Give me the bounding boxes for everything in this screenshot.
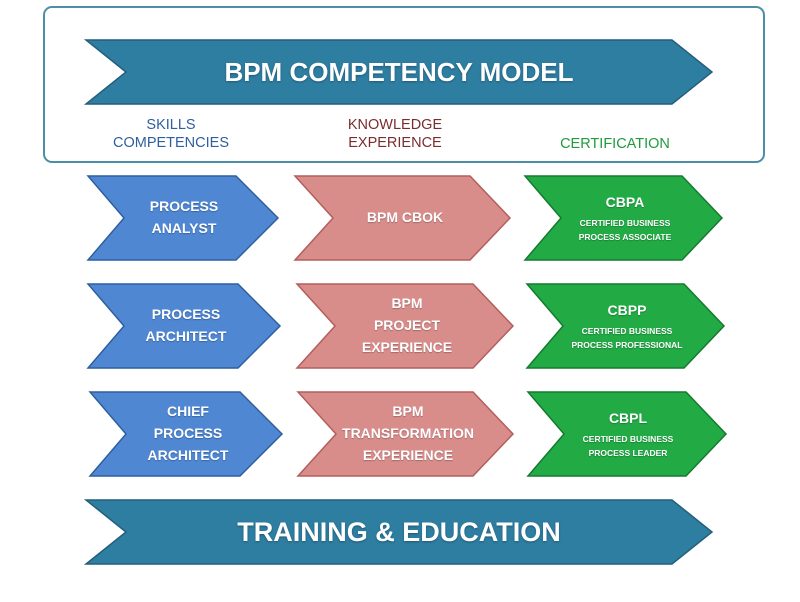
knowledge-chevron: [293, 175, 512, 261]
cert-description: CERTIFIED BUSINESS PROCESS ASSOCIATE: [578, 217, 672, 242]
cert-description: CERTIFIED BUSINESS PROCESS PROFESSIONAL: [571, 325, 683, 350]
knowledge-chevron: [295, 283, 515, 369]
column-label-certification: CERTIFICATION: [560, 136, 670, 152]
skill-chevron: [86, 175, 280, 261]
skill-role: PROCESS ANALYST: [149, 198, 219, 236]
cert-chevron: [523, 175, 724, 261]
skill-chevron: [86, 283, 282, 369]
cert-code: CBPA: [605, 194, 645, 211]
cert-label: CBPL CERTIFIED BUSINESS PROCESS LEADER: [558, 392, 698, 476]
skill-label: PROCESS ANALYST: [120, 176, 248, 260]
skill-chevron: [88, 391, 284, 477]
cert-chevron: [525, 283, 726, 369]
skill-role: PROCESS ARCHITECT: [145, 306, 227, 344]
cert-label: CBPA CERTIFIED BUSINESS PROCESS ASSOCIAT…: [555, 176, 695, 260]
footer-banner: [83, 499, 714, 565]
cert-code: CBPP: [607, 302, 647, 319]
column-label-skills: SKILLS COMPETENCIES: [112, 117, 229, 152]
knowledge-label: BPM PROJECT EXPERIENCE: [332, 284, 482, 368]
footer-title: TRAINING & EDUCATION: [237, 516, 561, 547]
cert-description: CERTIFIED BUSINESS PROCESS LEADER: [582, 433, 674, 458]
knowledge-label: BPM CBOK: [330, 176, 480, 260]
page-title: BPM COMPETENCY MODEL: [224, 56, 574, 87]
skill-label: CHIEF PROCESS ARCHITECT: [124, 392, 252, 476]
knowledge-label: BPM TRANSFORMATION EXPERIENCE: [328, 392, 488, 476]
cert-label: CBPP CERTIFIED BUSINESS PROCESS PROFESSI…: [557, 284, 697, 368]
cert-chevron: [526, 391, 728, 477]
knowledge-item: BPM PROJECT EXPERIENCE: [361, 295, 453, 355]
knowledge-chevron: [296, 391, 515, 477]
cert-code: CBPL: [608, 410, 648, 427]
column-label-knowledge: KNOWLEDGE EXPERIENCE: [347, 117, 443, 152]
knowledge-item: BPM CBOK: [366, 209, 444, 226]
knowledge-item: BPM TRANSFORMATION EXPERIENCE: [342, 403, 474, 463]
skill-label: PROCESS ARCHITECT: [122, 284, 250, 368]
skill-role: CHIEF PROCESS ARCHITECT: [147, 403, 229, 463]
header-banner: [83, 39, 714, 105]
